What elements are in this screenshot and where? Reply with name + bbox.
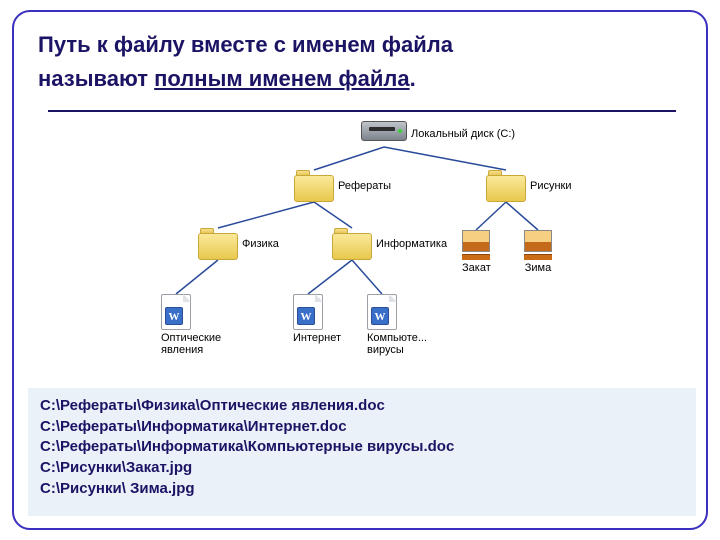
folder-icon [198,228,238,260]
node-label: Рефераты [338,180,391,192]
node-label: Локальный диск (C:) [411,128,515,140]
title-divider [48,110,676,112]
path-line: C:\Рефераты\Физика\Оптические явления.do… [40,396,684,417]
tree-node-inf: Информатика [332,228,372,260]
tree-node-phys: Физика [198,228,238,260]
slide-frame: Путь к файлу вместе с именем файла назыв… [12,10,708,530]
path-line: C:\Рефераты\Информатика\Компьютерные вир… [40,437,684,458]
path-line: C:\Рефераты\Информатика\Интернет.doc [40,417,684,438]
node-label: Информатика [376,238,447,250]
path-line: C:\Рисунки\ Зима.jpg [40,479,684,500]
drive-icon [361,121,407,147]
node-label: Зима [524,262,552,274]
title-line2a: называют [38,66,154,91]
folder-icon [294,170,334,202]
node-label: Физика [242,238,279,250]
path-line: C:\Рисунки\Закат.jpg [40,458,684,479]
word-doc-icon: W [367,294,397,330]
image-file-icon [524,230,552,260]
full-path-list: C:\Рефераты\Физика\Оптические явления.do… [28,388,696,516]
tree-node-inet: W Интернет [293,294,323,344]
folder-icon [332,228,372,260]
image-file-icon [462,230,490,260]
node-label: Компьюте...вирусы [367,332,397,356]
slide-title: Путь к файлу вместе с именем файла назыв… [38,28,453,96]
tree-node-ref: Рефераты [294,170,334,202]
file-tree-diagram: Локальный диск (C:) Рефераты Рисунки Физика… [14,116,710,376]
node-label: Рисунки [530,180,572,192]
tree-node-winter: Зима [524,230,552,274]
tree-node-root: Локальный диск (C:) [361,121,407,147]
tree-node-sunset: Закат [462,230,490,274]
node-label: Интернет [293,332,323,344]
title-line1: Путь к файлу вместе с именем файла [38,32,453,57]
folder-icon [486,170,526,202]
tree-node-opt: WОптическиеявления [161,294,191,356]
word-doc-icon: W [293,294,323,330]
tree-node-virus: WКомпьюте...вирусы [367,294,397,356]
tree-node-pic: Рисунки [486,170,526,202]
word-doc-icon: W [161,294,191,330]
title-line2-underline: полным именем файла [154,66,410,91]
node-label: Закат [462,262,490,274]
title-line2-end: . [410,66,416,91]
node-label: Оптическиеявления [161,332,191,356]
